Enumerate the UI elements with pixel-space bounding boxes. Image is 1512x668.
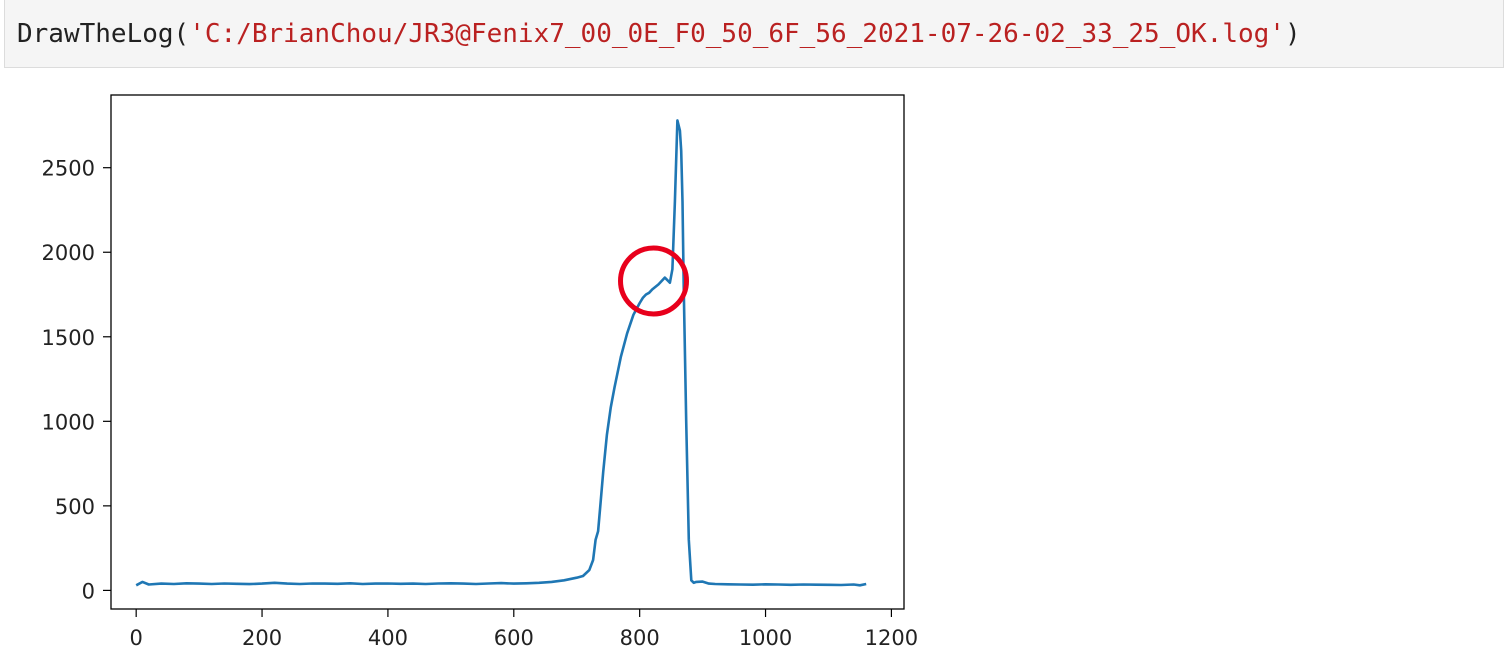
x-tick-label: 800 — [620, 626, 660, 650]
y-tick-label: 1000 — [42, 410, 95, 434]
x-tick-label: 400 — [368, 626, 408, 650]
annotation-circle — [618, 245, 690, 317]
y-tick-label: 2500 — [42, 157, 95, 181]
plot-frame — [110, 94, 905, 610]
y-tick-label: 1500 — [42, 326, 95, 350]
code-open-paren: ( — [173, 18, 190, 49]
code-cell-input[interactable]: DrawTheLog('C:/BrianChou/JR3@Fenix7_00_0… — [4, 0, 1504, 68]
x-tick-label: 0 — [129, 626, 142, 650]
series-line — [135, 119, 867, 587]
y-tick-label: 0 — [82, 579, 95, 603]
code-close-paren: ) — [1284, 18, 1301, 49]
code-string-argument: 'C:/BrianChou/JR3@Fenix7_00_0E_F0_50_6F_… — [189, 18, 1285, 49]
x-tick-label: 1200 — [865, 626, 918, 650]
code-function-name: DrawTheLog — [17, 18, 174, 49]
line-chart: 0 200 400 600 800 1000 1200 0 500 1000 1500 2000 250… — [42, 94, 918, 650]
x-tick-label: 600 — [494, 626, 534, 650]
x-tick-label: 1000 — [739, 626, 792, 650]
y-tick-label: 500 — [55, 495, 95, 519]
y-tick-label: 2000 — [42, 241, 95, 265]
cell-output: 0 200 400 600 800 1000 1200 0 500 1000 1500 2000 250… — [0, 68, 1512, 668]
x-tick-label: 200 — [242, 626, 282, 650]
